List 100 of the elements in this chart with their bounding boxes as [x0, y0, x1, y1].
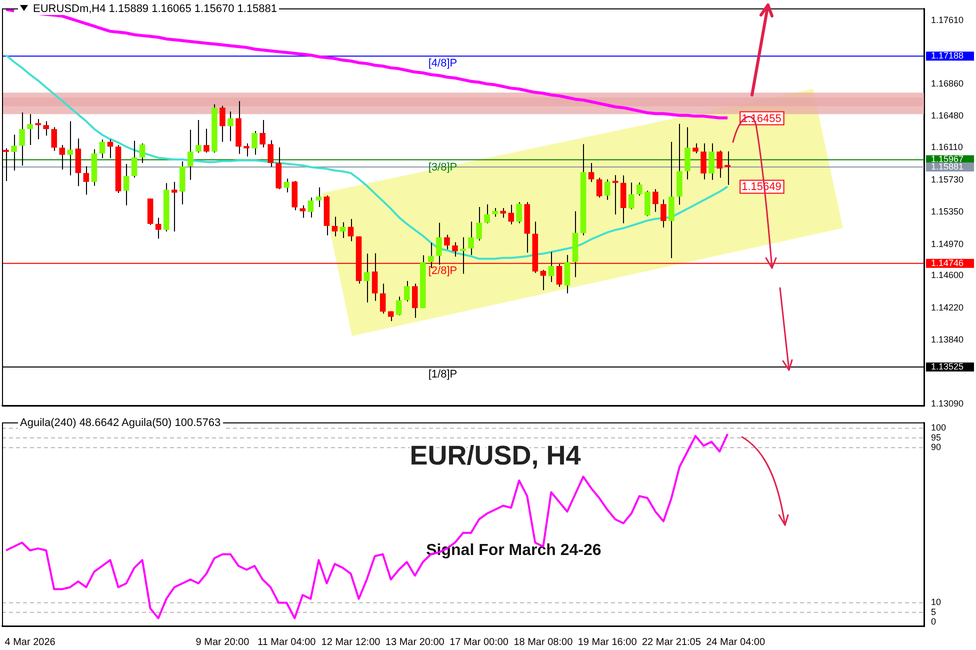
y-tick-label: 1.17188	[931, 50, 964, 61]
candlestick	[396, 296, 402, 316]
ref-line-label: [3/8]P	[428, 161, 458, 174]
candlestick	[340, 222, 346, 238]
y-tick-label: 1.15350	[931, 206, 964, 217]
y-tick-label: 1.15730	[931, 174, 964, 184]
x-tick-label: 17 Mar 00:00	[450, 636, 509, 648]
candlestick	[11, 134, 17, 172]
candlestick	[196, 120, 202, 154]
y-tick-label: 1.13090	[931, 398, 964, 408]
y-tick-label: 1.16480	[931, 110, 964, 121]
candlestick	[628, 182, 634, 210]
candlestick	[652, 188, 658, 212]
candlestick	[252, 130, 258, 156]
candlestick	[692, 142, 698, 154]
candlestick	[308, 196, 314, 218]
y-tick-label: 95	[931, 432, 942, 442]
candlestick	[171, 181, 178, 232]
candlestick	[412, 283, 418, 318]
y-tick-label: 1.15881	[931, 162, 964, 172]
candlestick	[444, 234, 450, 250]
candlestick	[460, 236, 466, 274]
candlestick	[83, 166, 90, 196]
candlestick	[67, 120, 74, 176]
candlestick	[644, 190, 650, 217]
ref-line-label: [4/8]P	[428, 58, 458, 70]
candlestick	[604, 178, 610, 200]
candlestick	[564, 254, 570, 294]
y-tick-label: 5	[931, 606, 936, 617]
candlestick	[596, 177, 602, 198]
candlestick	[332, 216, 338, 237]
x-tick-label: 24 Mar 04:00	[706, 636, 766, 648]
candlestick	[260, 120, 266, 148]
y-tick-label: 10	[931, 597, 942, 608]
candlestick	[27, 114, 33, 146]
candlestick	[348, 218, 354, 242]
candlestick	[708, 142, 714, 180]
candlestick	[404, 280, 410, 302]
y-tick-label: 100	[931, 422, 946, 433]
candlestick	[548, 251, 554, 282]
candlestick	[43, 120, 49, 136]
candlestick	[380, 283, 386, 314]
candlestick	[612, 174, 618, 216]
candlestick	[155, 217, 162, 240]
candlestick	[684, 126, 690, 180]
candlestick	[364, 253, 370, 303]
y-tick-label: 1.17610	[931, 14, 964, 25]
candlestick	[316, 186, 322, 208]
y-tick-label: 1.14746	[931, 258, 964, 268]
x-tick-label: 9 Mar 20:00	[196, 636, 250, 648]
annotation: EUR/USD, H4	[410, 440, 581, 470]
candlestick	[19, 112, 25, 166]
chart-title: EURUSDm,H4 1.15889 1.16065 1.15670 1.15881	[33, 3, 278, 15]
y-tick-label: 1.15967	[931, 154, 964, 164]
candlestick	[660, 199, 666, 228]
candlestick	[220, 105, 226, 142]
candlestick	[476, 206, 482, 242]
candlestick	[500, 208, 506, 218]
candlestick	[484, 204, 490, 224]
candlestick	[636, 182, 642, 196]
x-tick-label: 22 Mar 21:05	[642, 636, 702, 648]
candlestick	[123, 163, 130, 206]
candlestick	[268, 140, 274, 168]
candlestick	[468, 221, 474, 256]
candlestick	[436, 222, 442, 266]
candlestick	[452, 242, 458, 258]
candlestick	[188, 129, 194, 180]
candlestick	[59, 144, 66, 170]
candlestick	[588, 162, 594, 182]
x-tick-label: 4 Mar 2026	[4, 636, 56, 648]
x-tick-label: 18 Mar 08:00	[514, 636, 574, 648]
candlestick	[284, 178, 290, 193]
y-tick-label: 1.16110	[931, 142, 963, 152]
y-tick-label: 0	[931, 616, 936, 627]
y-tick-label: 1.13525	[931, 361, 964, 372]
x-tick-label: 13 Mar 20:00	[385, 636, 445, 648]
candlestick	[131, 140, 138, 178]
x-tick-label: 19 Mar 16:00	[578, 636, 638, 648]
candlestick	[139, 142, 146, 164]
y-tick-label: 1.13840	[931, 334, 964, 345]
candlestick	[204, 128, 210, 154]
y-tick-label: 1.14600	[931, 270, 964, 280]
candlestick	[51, 126, 57, 152]
candlestick	[99, 139, 106, 159]
candlestick	[508, 204, 514, 225]
y-tick-label: 1.16860	[931, 78, 964, 88]
candlestick	[716, 150, 722, 178]
x-tick-label: 12 Mar 12:00	[321, 636, 381, 648]
candlestick	[700, 142, 706, 180]
x-tick-label: 11 Mar 04:00	[258, 636, 316, 648]
chart-title: Aguila(240) 48.6642 Aguila(50) 100.5763	[20, 417, 221, 429]
y-tick-label: 1.14970	[931, 238, 964, 249]
candlestick	[724, 150, 730, 186]
ref-line-label: [2/8]P	[428, 264, 458, 277]
ref-line-label: [1/8]P	[428, 368, 458, 381]
y-tick-label: 90	[931, 442, 942, 452]
candlestick	[244, 142, 250, 157]
candlestick	[228, 111, 234, 142]
candlestick	[516, 202, 522, 224]
candlestick	[35, 118, 41, 140]
